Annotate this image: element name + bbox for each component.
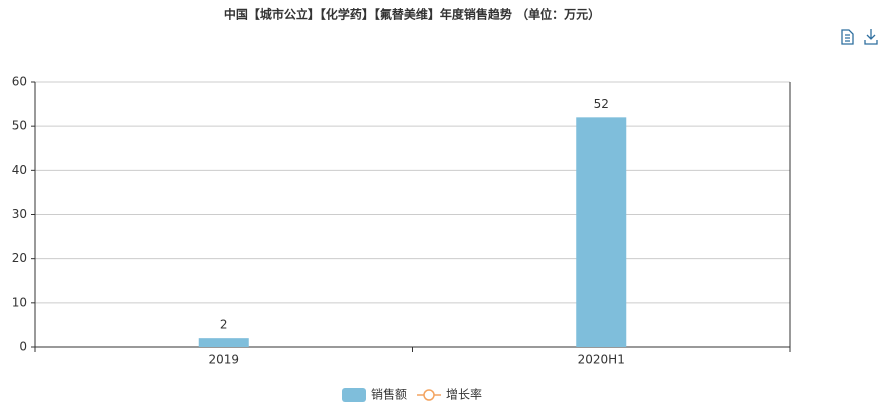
x-tick-label: 2019 — [208, 353, 239, 367]
bar — [576, 117, 627, 347]
y-tick-label: 50 — [12, 119, 27, 133]
legend-swatch — [342, 388, 366, 402]
legend-label: 销售额 — [371, 387, 407, 402]
view-data-icon[interactable] — [841, 29, 854, 45]
y-tick-label: 40 — [12, 163, 27, 177]
bar — [198, 338, 249, 347]
y-tick-label: 60 — [12, 75, 27, 89]
x-tick-label: 2020H1 — [578, 353, 625, 367]
data-label: 52 — [594, 97, 609, 111]
y-tick-label: 0 — [19, 340, 27, 354]
data-label: 2 — [220, 318, 228, 332]
y-tick-label: 10 — [12, 295, 27, 309]
legend-swatch — [423, 389, 435, 401]
download-icon[interactable] — [864, 29, 878, 45]
chart-title: 中国【城市公立】【化学药】【氟替美维】年度销售趋势 （单位：万元） — [224, 7, 600, 22]
y-tick-label: 30 — [12, 207, 27, 221]
y-tick-label: 20 — [12, 251, 27, 265]
legend-label: 增长率 — [446, 387, 482, 402]
